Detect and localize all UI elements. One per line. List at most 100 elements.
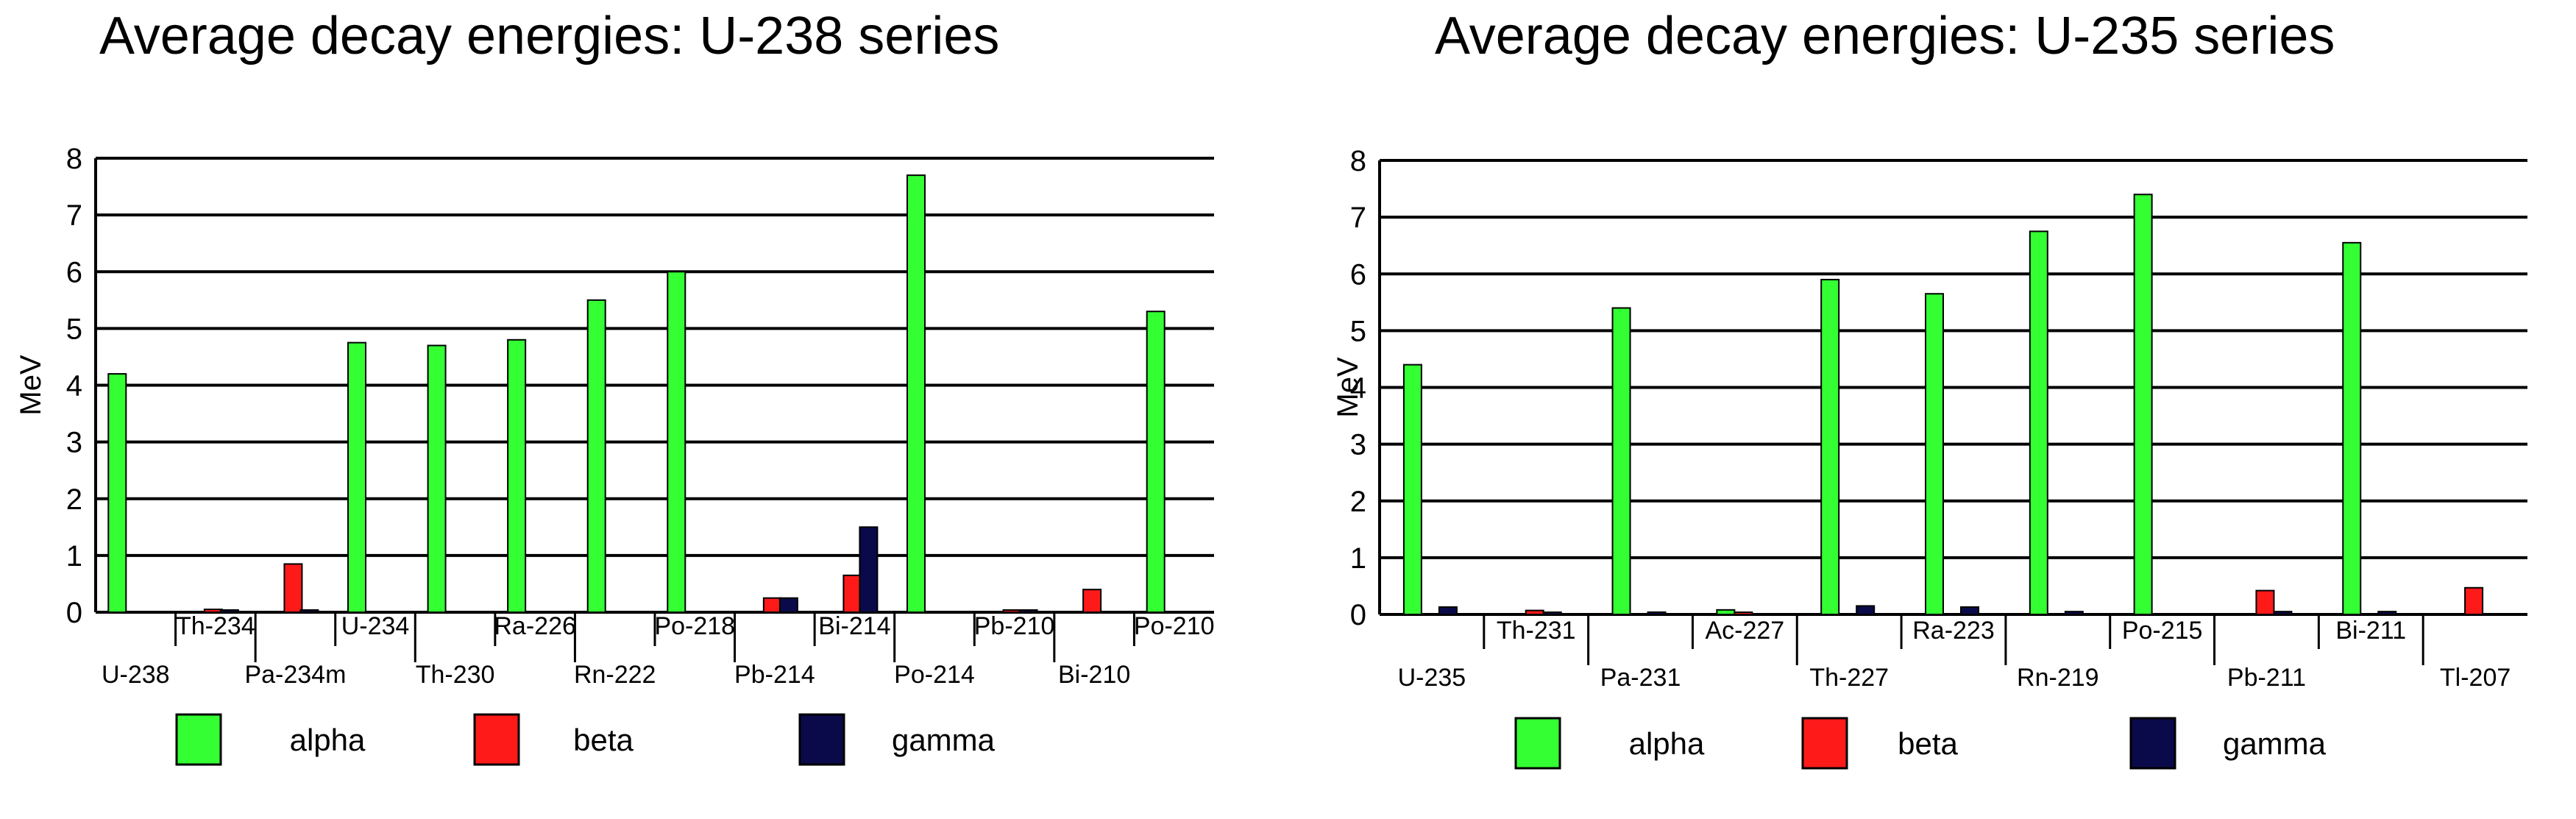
y-tick-label: 7 <box>1350 202 1366 234</box>
x-tick-label: Ra-226 <box>494 612 576 640</box>
bar-gamma <box>1018 609 1038 613</box>
chart-title: Average decay energies: U-238 series <box>99 7 1000 65</box>
x-tick-label: Pa-231 <box>1600 664 1681 692</box>
chart-panel-u235: Average decay energies: U-235 series 0 1 2… <box>1288 0 2575 819</box>
bar-beta <box>762 597 782 613</box>
x-tick-label: Bi-214 <box>818 612 890 640</box>
x-tick-label: Tl-207 <box>2440 664 2511 692</box>
bar-alpha <box>1611 307 1631 615</box>
bar-gamma <box>1542 611 1562 615</box>
legend-swatch-beta <box>1801 717 1848 770</box>
x-tick-label: Th-227 <box>1809 664 1889 692</box>
legend-swatch-alpha <box>175 713 222 766</box>
bar-beta <box>1002 609 1022 613</box>
y-axis-label: MeV <box>1332 357 1364 418</box>
y-tick-label: 5 <box>1350 315 1366 347</box>
bar-alpha <box>347 341 366 613</box>
bar-alpha <box>586 299 606 613</box>
y-axis-label: MeV <box>15 355 47 416</box>
legend-swatch-gamma <box>2129 717 2176 770</box>
legend-label-beta: beta <box>573 723 634 757</box>
bar-alpha <box>427 344 447 613</box>
bar-beta <box>1734 611 1753 615</box>
y-tick-label: 6 <box>66 256 82 288</box>
bar-beta <box>1082 589 1102 614</box>
x-tick-label: Po-218 <box>654 612 735 640</box>
bar-beta <box>2255 589 2275 615</box>
bar-beta <box>842 574 862 614</box>
y-tick-label: 8 <box>66 143 82 175</box>
bar-beta <box>1525 609 1544 616</box>
x-tick-label: Ac-227 <box>1705 617 1784 645</box>
chart-title: Average decay energies: U-235 series <box>1435 7 2335 65</box>
bar-gamma <box>778 597 798 613</box>
bar-alpha <box>107 373 127 613</box>
legend-label-beta: beta <box>1898 726 1958 761</box>
y-tick-label: 4 <box>66 370 82 403</box>
x-tick-label: Pb-211 <box>2227 664 2306 692</box>
bar-alpha <box>507 338 527 613</box>
bar-gamma <box>219 609 239 613</box>
x-tick-label: Pb-210 <box>974 612 1055 640</box>
x-tick-label: Th-231 <box>1497 617 1576 645</box>
x-tick-label: Rn-219 <box>2017 664 2099 692</box>
bar-gamma <box>1438 606 1458 616</box>
legend-swatch-gamma <box>798 713 845 766</box>
chart-svg: 0 1 2 3 4 5 6 7 8 MeV U-235 Th-231 Pa-231 Ac-227 Th-22… <box>1332 145 2527 770</box>
y-tick-label: 1 <box>66 540 82 572</box>
y-tick-label: 4 <box>1350 372 1366 405</box>
x-tick-label: U-234 <box>341 612 410 640</box>
bar-gamma <box>2377 611 2397 615</box>
bar-alpha <box>1716 609 1736 616</box>
bar-alpha <box>1820 278 1840 615</box>
x-tick-label: Pb-214 <box>734 661 815 689</box>
bar-gamma <box>1856 605 1876 616</box>
x-tick-label: Bi-211 <box>2335 617 2406 645</box>
y-tick-label: 5 <box>66 313 82 345</box>
bar-gamma <box>1647 611 1667 615</box>
bar-alpha <box>667 271 686 613</box>
y-tick-label: 6 <box>1350 258 1366 291</box>
bar-beta <box>283 563 303 613</box>
legend-label-alpha: alpha <box>290 723 366 757</box>
bar-alpha <box>1402 364 1422 615</box>
x-tick-label: Po-210 <box>1134 612 1215 640</box>
bar-gamma <box>299 609 319 613</box>
x-tick-label: Ra-223 <box>1912 617 1995 645</box>
y-tick-label: 3 <box>1350 429 1366 461</box>
bar-beta <box>2464 586 2484 615</box>
y-tick-label: 1 <box>1350 542 1366 575</box>
bar-alpha <box>1925 293 1944 615</box>
y-tick-label: 8 <box>1350 145 1366 177</box>
legend-label-alpha: alpha <box>1629 726 1705 761</box>
legend-swatch-beta <box>473 713 520 766</box>
y-tick-label: 0 <box>66 597 82 629</box>
y-tick-label: 2 <box>66 483 82 516</box>
bar-alpha <box>906 174 926 613</box>
bar-gamma <box>1960 606 1979 616</box>
bar-gamma <box>859 526 879 613</box>
bar-alpha <box>2029 230 2048 615</box>
y-tick-label: 3 <box>66 427 82 459</box>
x-tick-label: Rn-222 <box>574 661 656 689</box>
x-tick-label: U-238 <box>102 661 170 689</box>
bar-gamma <box>2273 611 2293 615</box>
bar-gamma <box>2064 611 2084 615</box>
x-tick-label: Pa-234m <box>244 661 346 689</box>
bar-alpha <box>2133 194 2153 615</box>
bar-beta <box>203 609 223 613</box>
x-tick-label: Th-230 <box>416 661 495 689</box>
y-tick-label: 0 <box>1350 599 1366 631</box>
y-tick-label: 2 <box>1350 486 1366 518</box>
x-tick-label: Po-215 <box>2122 617 2203 645</box>
x-tick-label: U-235 <box>1398 664 1466 692</box>
legend-swatch-alpha <box>1514 717 1561 770</box>
chart-panel-u238: Average decay energies: U-238 series 0 1 2… <box>15 7 1215 766</box>
bar-alpha <box>1146 311 1165 613</box>
bar-alpha <box>2342 241 2362 615</box>
legend-label-gamma: gamma <box>892 723 996 757</box>
x-tick-label: Po-214 <box>894 661 975 689</box>
x-tick-label: Bi-210 <box>1058 661 1130 689</box>
x-tick-label: Th-234 <box>176 612 255 640</box>
